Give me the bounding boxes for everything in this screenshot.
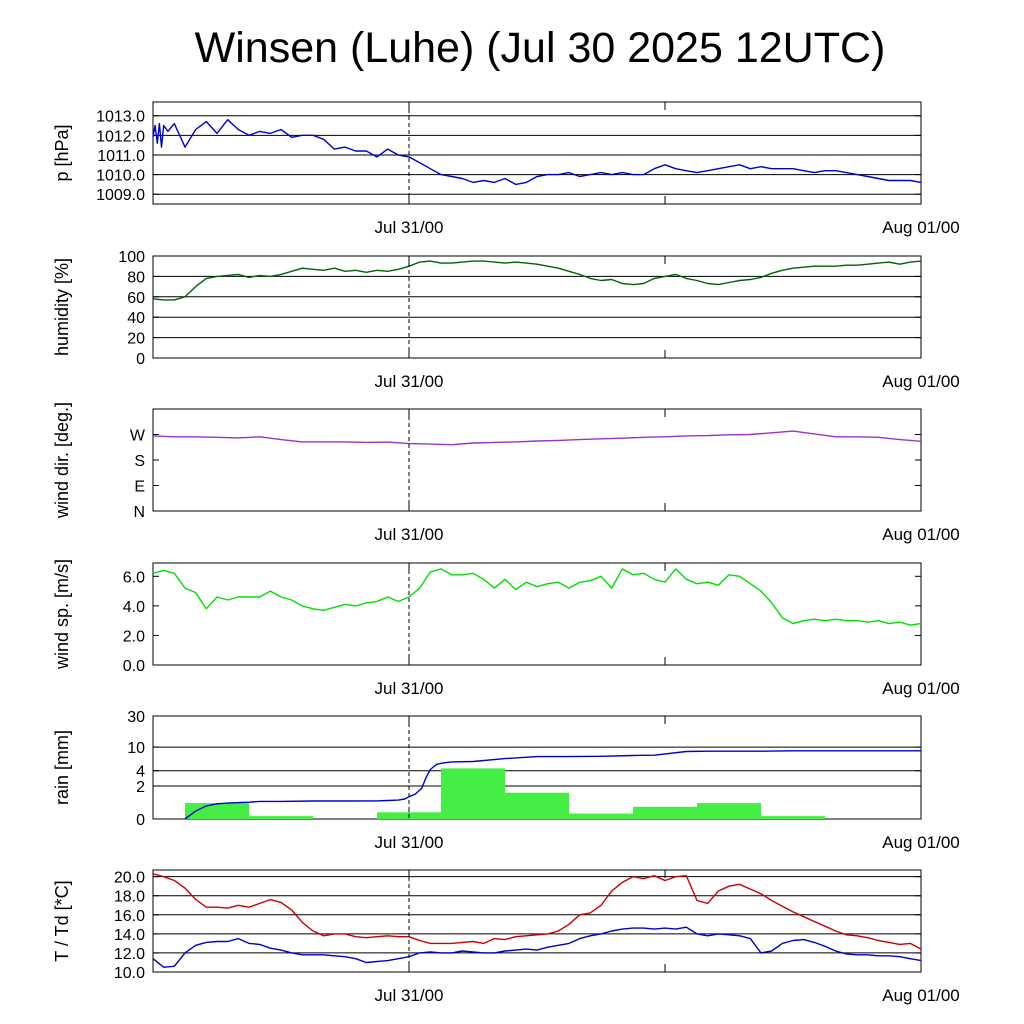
series-line (152, 430, 922, 446)
y-tick-label: 1009.0 (96, 187, 145, 204)
x-tick-label: Jul 31/00 (375, 986, 444, 1005)
plot-frame (152, 869, 922, 973)
rain-bar (633, 806, 697, 819)
x-tick-label: Aug 01/00 (882, 218, 960, 237)
y-tick-label: 18.0 (114, 889, 145, 906)
y-tick-label: N (133, 504, 145, 521)
series-line (152, 260, 922, 301)
y-tick-label: 16.0 (114, 908, 145, 925)
y-axis-label: T / Td [*C] (52, 880, 72, 961)
panel-5: 0 24 10 30 Jul 31/00 Aug 01/00 rain [mm] (52, 709, 960, 852)
panel-4: 0.0 2.0 4.0 6.0 Jul 31/00 Aug 01/00 wind sp. [… (52, 559, 960, 698)
x-tick-label: Jul 31/00 (375, 525, 444, 544)
series-line (152, 873, 922, 950)
y-axis-label: humidity [%] (52, 258, 72, 356)
rain-bar (505, 792, 569, 819)
x-tick-label: Jul 31/00 (375, 679, 444, 698)
y-tick-label: 0.0 (123, 658, 145, 675)
plot-frame (152, 408, 922, 512)
plot-frame (152, 255, 922, 359)
series-line (152, 926, 922, 968)
x-tick-label: Jul 31/00 (375, 372, 444, 391)
y-tick-label: W (130, 428, 146, 445)
x-tick-label: Jul 31/00 (375, 218, 444, 237)
y-tick-label: 14.0 (114, 927, 145, 944)
y-tick-label: 20 (127, 331, 145, 348)
y-axis-label: p [hPa] (52, 124, 72, 181)
y-axis-label: wind sp. [m/s] (52, 559, 72, 670)
rain-bar (249, 816, 313, 819)
series-line (184, 750, 921, 820)
y-tick-label: 1012.0 (96, 128, 145, 145)
x-tick-label: Aug 01/00 (882, 525, 960, 544)
y-tick-label: S (134, 453, 145, 470)
y-tick-label: 100 (118, 249, 145, 266)
panel-1: 1009.0 1010.0 1011.0 1012.0 1013.0 Jul 31/00 A… (52, 101, 960, 237)
y-tick-label: 4.0 (123, 599, 145, 616)
y-tick-label: 1013.0 (96, 109, 145, 126)
y-tick-label: 1010.0 (96, 168, 145, 185)
x-tick-label: Aug 01/00 (882, 679, 960, 698)
y-tick-label: 30 (127, 709, 145, 726)
y-tick-label: 10.0 (114, 965, 145, 982)
x-tick-label: Aug 01/00 (882, 986, 960, 1005)
y-tick-label: 40 (127, 310, 145, 327)
rain-bar (441, 768, 505, 819)
panel-2: 0 20 40 60 80 100 Jul 31/00 Aug 01/00 humidity [… (52, 249, 960, 391)
y-tick-label: 20.0 (114, 870, 145, 887)
series-line (152, 118, 922, 186)
y-axis-label: wind dir. [deg.] (52, 402, 72, 519)
rain-bar (697, 803, 761, 819)
rain-bar (761, 816, 825, 819)
y-tick-label: E (134, 479, 145, 496)
chart-title: Winsen (Luhe) (Jul 30 2025 12UTC) (194, 24, 886, 72)
y-tick-label: 2.0 (123, 628, 145, 645)
y-tick-label: 1011.0 (97, 148, 145, 165)
x-tick-label: Aug 01/00 (882, 372, 960, 391)
rain-bar (185, 803, 249, 819)
y-tick-label: 0 (136, 351, 145, 368)
panel-6: 10.0 12.0 14.0 16.0 18.0 20.0 Jul 31/00 Aug 01/… (52, 869, 960, 1005)
y-tick-label: 4 (136, 764, 145, 781)
plot-frame (152, 101, 922, 205)
y-tick-label: 60 (127, 290, 145, 307)
rain-bar (569, 813, 633, 819)
y-tick-label: 6.0 (123, 569, 145, 586)
x-tick-label: Aug 01/00 (882, 833, 960, 852)
y-tick-label: 12.0 (114, 946, 145, 963)
y-tick-label: 10 (127, 740, 145, 757)
y-tick-label: 80 (127, 269, 145, 286)
series-line (152, 568, 922, 626)
y-axis-label: rain [mm] (52, 730, 72, 805)
x-tick-label: Jul 31/00 (375, 833, 444, 852)
y-tick-label: 0 (136, 812, 145, 829)
y-tick-label: 2 (136, 779, 145, 796)
plot-frame (152, 562, 922, 666)
